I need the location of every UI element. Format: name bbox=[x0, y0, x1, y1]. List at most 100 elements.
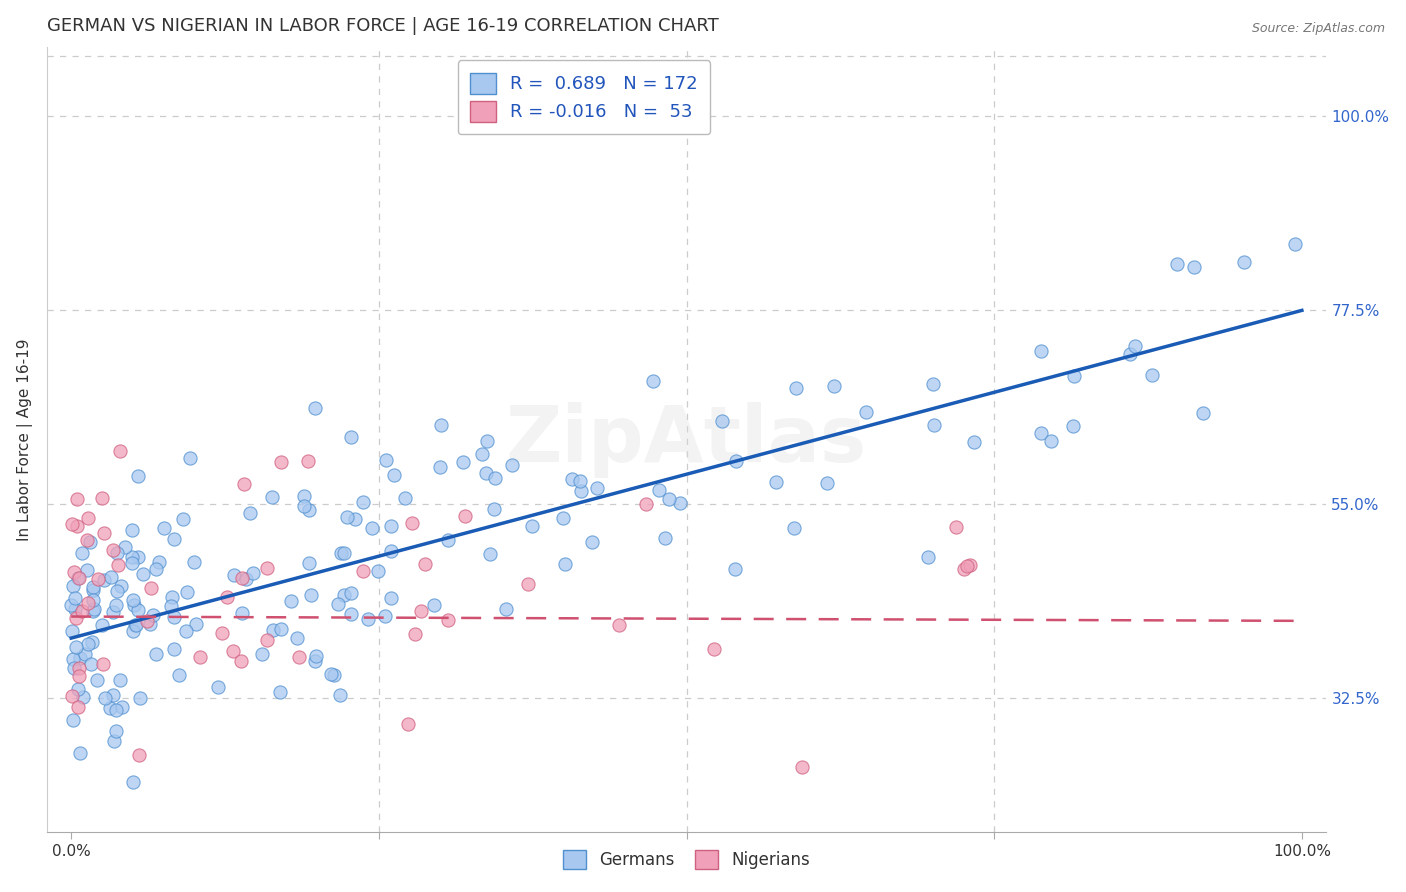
Point bbox=[1192, 406, 1215, 420]
Point bbox=[1166, 257, 1188, 271]
Point bbox=[945, 520, 967, 534]
Point bbox=[917, 549, 939, 564]
Point bbox=[98, 701, 121, 715]
Point bbox=[404, 627, 426, 641]
Point bbox=[163, 642, 186, 657]
Point bbox=[333, 588, 356, 602]
Point bbox=[72, 690, 94, 705]
Point bbox=[145, 647, 167, 661]
Point bbox=[517, 576, 540, 591]
Point bbox=[1119, 346, 1142, 360]
Point bbox=[482, 502, 505, 516]
Point bbox=[67, 661, 90, 675]
Point bbox=[815, 475, 838, 490]
Point bbox=[437, 533, 460, 547]
Point bbox=[353, 565, 375, 579]
Point bbox=[380, 591, 402, 605]
Point bbox=[250, 648, 273, 662]
Point bbox=[67, 682, 90, 697]
Point bbox=[77, 596, 100, 610]
Point bbox=[1233, 255, 1256, 269]
Point bbox=[100, 570, 122, 584]
Point bbox=[333, 546, 356, 560]
Point bbox=[437, 613, 460, 627]
Point bbox=[101, 605, 124, 619]
Point bbox=[69, 650, 91, 665]
Point bbox=[554, 557, 576, 571]
Point bbox=[367, 564, 389, 578]
Point bbox=[63, 661, 86, 675]
Point bbox=[121, 523, 143, 537]
Point bbox=[122, 775, 145, 789]
Point bbox=[231, 572, 253, 586]
Point bbox=[128, 747, 150, 762]
Point bbox=[1184, 260, 1206, 274]
Text: Source: ZipAtlas.com: Source: ZipAtlas.com bbox=[1251, 22, 1385, 36]
Point bbox=[304, 401, 326, 415]
Point bbox=[90, 491, 112, 505]
Point bbox=[344, 512, 367, 526]
Point bbox=[217, 590, 239, 604]
Point bbox=[70, 604, 93, 618]
Point bbox=[80, 635, 103, 649]
Point bbox=[60, 690, 83, 704]
Point bbox=[256, 632, 278, 647]
Point bbox=[304, 654, 326, 668]
Point bbox=[93, 573, 115, 587]
Point bbox=[823, 378, 845, 392]
Point bbox=[380, 544, 402, 558]
Point bbox=[91, 617, 114, 632]
Point bbox=[153, 521, 176, 535]
Point bbox=[121, 549, 143, 564]
Point bbox=[634, 497, 657, 511]
Point bbox=[785, 381, 807, 395]
Point bbox=[292, 499, 315, 513]
Point bbox=[280, 594, 302, 608]
Point bbox=[91, 657, 114, 672]
Point bbox=[319, 667, 342, 681]
Point bbox=[121, 557, 143, 571]
Point bbox=[94, 690, 117, 705]
Point bbox=[285, 632, 308, 646]
Point bbox=[963, 434, 986, 449]
Point bbox=[110, 673, 132, 687]
Point bbox=[411, 604, 433, 618]
Point bbox=[668, 496, 690, 510]
Point bbox=[495, 601, 517, 615]
Point bbox=[956, 558, 979, 573]
Point bbox=[62, 652, 84, 666]
Point bbox=[270, 623, 292, 637]
Point bbox=[323, 668, 346, 682]
Point bbox=[413, 558, 436, 572]
Point bbox=[239, 506, 262, 520]
Point bbox=[569, 483, 592, 498]
Point bbox=[188, 649, 211, 664]
Point bbox=[1140, 368, 1163, 382]
Point bbox=[231, 607, 253, 621]
Point bbox=[401, 516, 423, 530]
Point bbox=[114, 541, 136, 555]
Point bbox=[453, 455, 475, 469]
Point bbox=[174, 624, 197, 638]
Point bbox=[127, 469, 149, 483]
Point bbox=[724, 562, 747, 576]
Point bbox=[60, 598, 83, 612]
Point bbox=[66, 571, 89, 585]
Point bbox=[65, 611, 87, 625]
Point bbox=[105, 546, 128, 560]
Point bbox=[79, 535, 101, 549]
Point bbox=[60, 624, 83, 638]
Point bbox=[1029, 343, 1052, 358]
Point bbox=[103, 734, 125, 748]
Point bbox=[299, 588, 322, 602]
Point bbox=[73, 648, 96, 662]
Point bbox=[62, 713, 84, 727]
Point bbox=[1123, 339, 1146, 353]
Point bbox=[224, 568, 246, 582]
Point bbox=[70, 546, 93, 560]
Point bbox=[82, 592, 104, 607]
Point bbox=[292, 489, 315, 503]
Point bbox=[270, 455, 292, 469]
Point bbox=[222, 644, 245, 658]
Point bbox=[380, 519, 402, 533]
